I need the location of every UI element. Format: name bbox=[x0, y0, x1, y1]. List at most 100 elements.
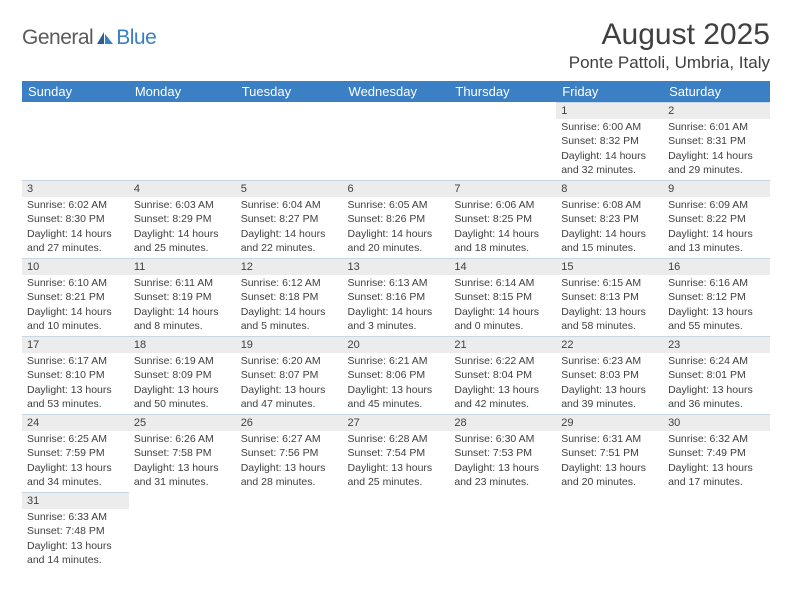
day-number: 18 bbox=[129, 337, 236, 353]
day-data: Sunrise: 6:24 AMSunset: 8:01 PMDaylight:… bbox=[663, 353, 770, 414]
day-data: Sunrise: 6:04 AMSunset: 8:27 PMDaylight:… bbox=[236, 197, 343, 258]
day-number: 25 bbox=[129, 415, 236, 431]
day-cell: 21Sunrise: 6:22 AMSunset: 8:04 PMDayligh… bbox=[449, 336, 556, 414]
day-data: Sunrise: 6:26 AMSunset: 7:58 PMDaylight:… bbox=[129, 431, 236, 492]
day-cell: 12Sunrise: 6:12 AMSunset: 8:18 PMDayligh… bbox=[236, 258, 343, 336]
empty-cell bbox=[449, 492, 556, 570]
day-cell: 4Sunrise: 6:03 AMSunset: 8:29 PMDaylight… bbox=[129, 180, 236, 258]
day-data: Sunrise: 6:31 AMSunset: 7:51 PMDaylight:… bbox=[556, 431, 663, 492]
empty-cell bbox=[556, 492, 663, 570]
day-number: 29 bbox=[556, 415, 663, 431]
day-number: 1 bbox=[556, 103, 663, 119]
day-header: Monday bbox=[129, 81, 236, 102]
day-number: 16 bbox=[663, 259, 770, 275]
calendar-page: GeneralBlue August 2025 Ponte Pattoli, U… bbox=[0, 0, 792, 588]
day-cell: 17Sunrise: 6:17 AMSunset: 8:10 PMDayligh… bbox=[22, 336, 129, 414]
day-data: Sunrise: 6:11 AMSunset: 8:19 PMDaylight:… bbox=[129, 275, 236, 336]
day-cell: 6Sunrise: 6:05 AMSunset: 8:26 PMDaylight… bbox=[343, 180, 450, 258]
calendar-row: 24Sunrise: 6:25 AMSunset: 7:59 PMDayligh… bbox=[22, 414, 770, 492]
day-number: 17 bbox=[22, 337, 129, 353]
day-cell: 31Sunrise: 6:33 AMSunset: 7:48 PMDayligh… bbox=[22, 492, 129, 570]
day-cell: 2Sunrise: 6:01 AMSunset: 8:31 PMDaylight… bbox=[663, 102, 770, 180]
day-header: Wednesday bbox=[343, 81, 450, 102]
day-number: 9 bbox=[663, 181, 770, 197]
day-number: 12 bbox=[236, 259, 343, 275]
day-number: 10 bbox=[22, 259, 129, 275]
day-cell: 27Sunrise: 6:28 AMSunset: 7:54 PMDayligh… bbox=[343, 414, 450, 492]
day-data: Sunrise: 6:02 AMSunset: 8:30 PMDaylight:… bbox=[22, 197, 129, 258]
day-cell: 3Sunrise: 6:02 AMSunset: 8:30 PMDaylight… bbox=[22, 180, 129, 258]
empty-cell bbox=[236, 102, 343, 180]
day-header: Thursday bbox=[449, 81, 556, 102]
day-data: Sunrise: 6:09 AMSunset: 8:22 PMDaylight:… bbox=[663, 197, 770, 258]
header: GeneralBlue August 2025 Ponte Pattoli, U… bbox=[22, 18, 770, 73]
day-header: Saturday bbox=[663, 81, 770, 102]
day-header: Tuesday bbox=[236, 81, 343, 102]
logo-text: GeneralBlue bbox=[22, 26, 156, 52]
day-number: 24 bbox=[22, 415, 129, 431]
day-header: Friday bbox=[556, 81, 663, 102]
day-number: 14 bbox=[449, 259, 556, 275]
day-cell: 8Sunrise: 6:08 AMSunset: 8:23 PMDaylight… bbox=[556, 180, 663, 258]
day-cell: 26Sunrise: 6:27 AMSunset: 7:56 PMDayligh… bbox=[236, 414, 343, 492]
calendar-row: 10Sunrise: 6:10 AMSunset: 8:21 PMDayligh… bbox=[22, 258, 770, 336]
day-number: 31 bbox=[22, 493, 129, 509]
day-number: 6 bbox=[343, 181, 450, 197]
day-data: Sunrise: 6:01 AMSunset: 8:31 PMDaylight:… bbox=[663, 119, 770, 180]
day-data: Sunrise: 6:16 AMSunset: 8:12 PMDaylight:… bbox=[663, 275, 770, 336]
empty-cell bbox=[129, 102, 236, 180]
day-data: Sunrise: 6:08 AMSunset: 8:23 PMDaylight:… bbox=[556, 197, 663, 258]
day-cell: 1Sunrise: 6:00 AMSunset: 8:32 PMDaylight… bbox=[556, 102, 663, 180]
logo-text-gray: General bbox=[22, 26, 93, 49]
day-cell: 23Sunrise: 6:24 AMSunset: 8:01 PMDayligh… bbox=[663, 336, 770, 414]
day-cell: 22Sunrise: 6:23 AMSunset: 8:03 PMDayligh… bbox=[556, 336, 663, 414]
day-cell: 7Sunrise: 6:06 AMSunset: 8:25 PMDaylight… bbox=[449, 180, 556, 258]
day-header-row: SundayMondayTuesdayWednesdayThursdayFrid… bbox=[22, 81, 770, 102]
day-data: Sunrise: 6:06 AMSunset: 8:25 PMDaylight:… bbox=[449, 197, 556, 258]
day-number: 21 bbox=[449, 337, 556, 353]
day-header: Sunday bbox=[22, 81, 129, 102]
calendar-row: 3Sunrise: 6:02 AMSunset: 8:30 PMDaylight… bbox=[22, 180, 770, 258]
day-cell: 10Sunrise: 6:10 AMSunset: 8:21 PMDayligh… bbox=[22, 258, 129, 336]
day-cell: 13Sunrise: 6:13 AMSunset: 8:16 PMDayligh… bbox=[343, 258, 450, 336]
day-data: Sunrise: 6:32 AMSunset: 7:49 PMDaylight:… bbox=[663, 431, 770, 492]
day-number: 22 bbox=[556, 337, 663, 353]
day-cell: 5Sunrise: 6:04 AMSunset: 8:27 PMDaylight… bbox=[236, 180, 343, 258]
day-cell: 15Sunrise: 6:15 AMSunset: 8:13 PMDayligh… bbox=[556, 258, 663, 336]
day-data: Sunrise: 6:22 AMSunset: 8:04 PMDaylight:… bbox=[449, 353, 556, 414]
day-number: 3 bbox=[22, 181, 129, 197]
logo: GeneralBlue bbox=[22, 26, 156, 52]
day-number: 11 bbox=[129, 259, 236, 275]
day-cell: 14Sunrise: 6:14 AMSunset: 8:15 PMDayligh… bbox=[449, 258, 556, 336]
calendar-body: 1Sunrise: 6:00 AMSunset: 8:32 PMDaylight… bbox=[22, 102, 770, 570]
day-cell: 16Sunrise: 6:16 AMSunset: 8:12 PMDayligh… bbox=[663, 258, 770, 336]
day-number: 23 bbox=[663, 337, 770, 353]
day-data: Sunrise: 6:14 AMSunset: 8:15 PMDaylight:… bbox=[449, 275, 556, 336]
empty-cell bbox=[236, 492, 343, 570]
day-number: 26 bbox=[236, 415, 343, 431]
day-number: 20 bbox=[343, 337, 450, 353]
day-cell: 28Sunrise: 6:30 AMSunset: 7:53 PMDayligh… bbox=[449, 414, 556, 492]
calendar-row: 31Sunrise: 6:33 AMSunset: 7:48 PMDayligh… bbox=[22, 492, 770, 570]
location: Ponte Pattoli, Umbria, Italy bbox=[569, 53, 770, 73]
empty-cell bbox=[663, 492, 770, 570]
day-cell: 18Sunrise: 6:19 AMSunset: 8:09 PMDayligh… bbox=[129, 336, 236, 414]
day-data: Sunrise: 6:33 AMSunset: 7:48 PMDaylight:… bbox=[22, 509, 129, 570]
day-cell: 24Sunrise: 6:25 AMSunset: 7:59 PMDayligh… bbox=[22, 414, 129, 492]
day-data: Sunrise: 6:27 AMSunset: 7:56 PMDaylight:… bbox=[236, 431, 343, 492]
calendar-table: SundayMondayTuesdayWednesdayThursdayFrid… bbox=[22, 81, 770, 570]
calendar-row: 1Sunrise: 6:00 AMSunset: 8:32 PMDaylight… bbox=[22, 102, 770, 180]
empty-cell bbox=[449, 102, 556, 180]
empty-cell bbox=[343, 492, 450, 570]
day-number: 7 bbox=[449, 181, 556, 197]
day-data: Sunrise: 6:03 AMSunset: 8:29 PMDaylight:… bbox=[129, 197, 236, 258]
day-data: Sunrise: 6:15 AMSunset: 8:13 PMDaylight:… bbox=[556, 275, 663, 336]
day-data: Sunrise: 6:21 AMSunset: 8:06 PMDaylight:… bbox=[343, 353, 450, 414]
day-data: Sunrise: 6:20 AMSunset: 8:07 PMDaylight:… bbox=[236, 353, 343, 414]
day-cell: 19Sunrise: 6:20 AMSunset: 8:07 PMDayligh… bbox=[236, 336, 343, 414]
day-data: Sunrise: 6:05 AMSunset: 8:26 PMDaylight:… bbox=[343, 197, 450, 258]
day-cell: 30Sunrise: 6:32 AMSunset: 7:49 PMDayligh… bbox=[663, 414, 770, 492]
sail-icon bbox=[95, 28, 115, 52]
day-number: 5 bbox=[236, 181, 343, 197]
empty-cell bbox=[22, 102, 129, 180]
